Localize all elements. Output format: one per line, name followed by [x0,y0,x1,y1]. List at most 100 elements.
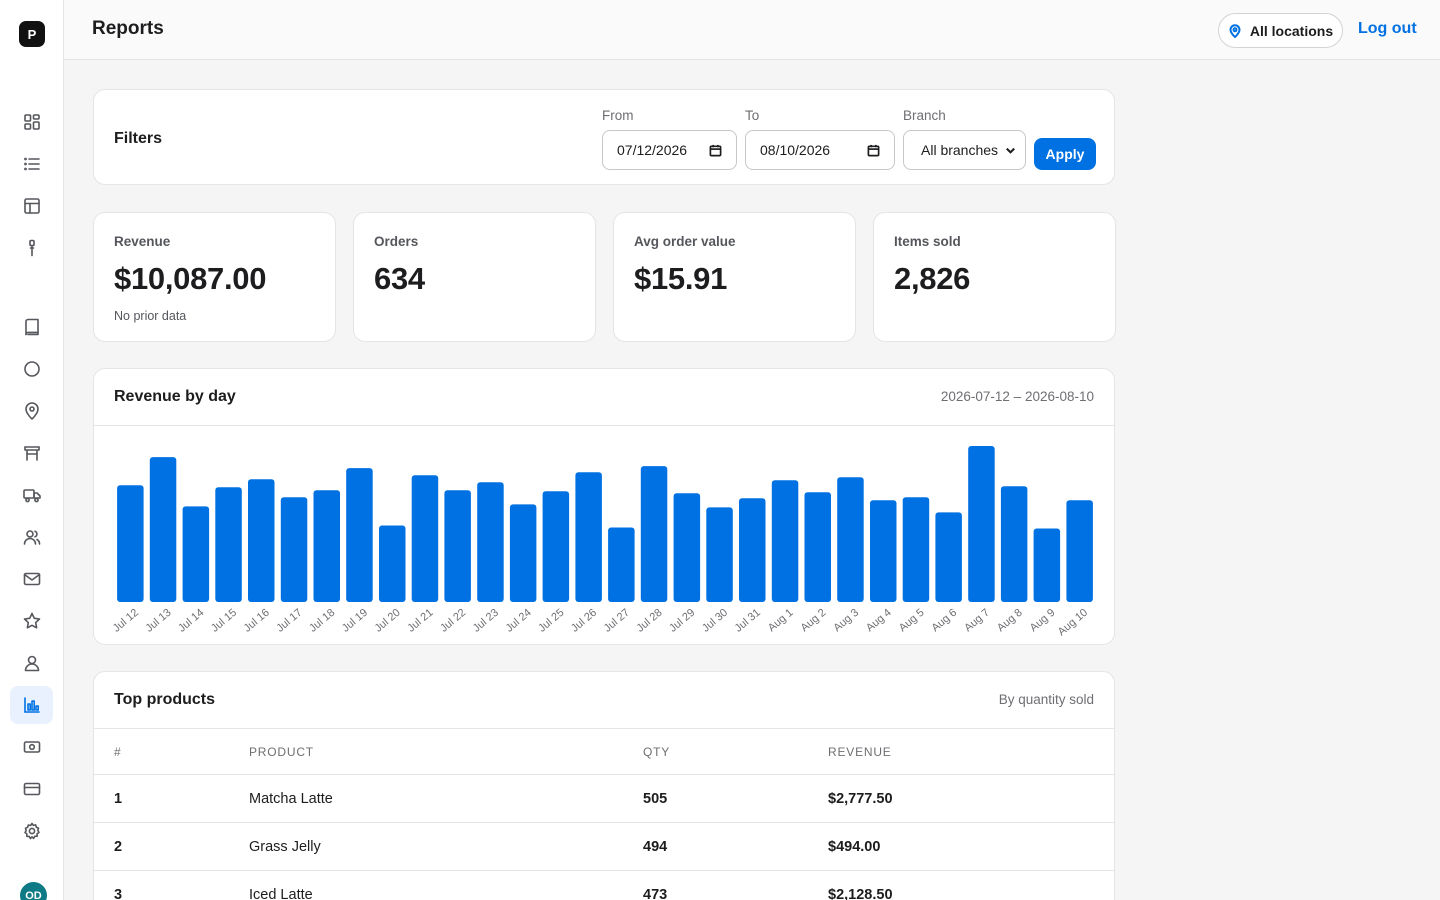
chart-bar[interactable] [280,497,308,602]
column-header-qty[interactable]: Qty [643,745,671,759]
sidebar-item-tools[interactable] [10,229,53,267]
logout-link[interactable]: Log out [1358,20,1417,37]
sidebar-item-cash[interactable] [10,728,53,766]
chart-bar[interactable] [215,487,242,602]
chart-date-range: 2026-07-12 – 2026-08-10 [940,389,1094,404]
chart-bar[interactable] [182,506,210,602]
revenue-chart-card: Revenue by day 2026-07-12 – 2026-08-10 J… [93,368,1115,645]
sidebar-item-delivery[interactable] [10,476,53,514]
chart-x-tick-label: Jul 22 [438,607,468,635]
table-row[interactable]: 1 Matcha Latte 505 $2,777.50 [94,775,1114,823]
sidebar: P OD [0,0,64,900]
sidebar-item-dashboard[interactable] [10,103,53,141]
chart-bar[interactable] [248,479,275,602]
from-date-input[interactable]: 07/12/2026 [602,130,737,170]
sidebar-item-locations[interactable] [10,392,53,430]
row-rank: 2 [114,839,123,855]
row-qty: 473 [643,887,668,900]
column-header-product[interactable]: Product [249,745,314,759]
chart-x-tick-label: Jul 29 [667,607,697,635]
chart-bar[interactable] [902,497,930,602]
user-avatar[interactable]: OD [20,882,47,900]
row-product: Matcha Latte [249,791,333,807]
column-header-rank[interactable]: # [114,745,122,759]
stat-card-revenue: Revenue $10,087.00 No prior data [93,212,336,342]
sidebar-item-layout[interactable] [10,187,53,225]
chart-bar[interactable] [313,490,341,602]
to-label: To [745,108,760,123]
chart-bar[interactable] [117,485,144,602]
location-selector-button[interactable]: All locations [1218,13,1343,48]
sidebar-item-reviews[interactable] [10,602,53,640]
chart-x-tick-label: Aug 3 [831,607,861,635]
chart-bar[interactable] [706,507,733,602]
chart-x-tick-label: Jul 27 [602,607,632,635]
chart-bar[interactable] [346,468,373,602]
chart-bar[interactable] [477,482,504,602]
chart-bar[interactable] [149,457,177,602]
chart-bar[interactable] [1066,500,1093,602]
sidebar-item-staff[interactable] [10,644,53,682]
chart-x-tick-label: Jul 17 [274,607,304,635]
chart-bar[interactable] [542,491,570,602]
sidebar-item-reports[interactable] [10,686,53,724]
chart-bar[interactable] [673,493,701,602]
chart-bar[interactable] [1033,528,1061,603]
chart-x-tick-label: Jul 14 [176,607,206,635]
chart-bar[interactable] [640,466,668,602]
chart-bar[interactable] [771,480,799,602]
chart-x-tick-label: Jul 13 [143,607,173,635]
chart-x-tick-label: Jul 20 [373,607,403,635]
chart-bar[interactable] [968,446,995,602]
from-label: From [602,108,634,123]
chart-x-tick-label: Aug 9 [1028,607,1058,635]
table-row[interactable]: 2 Grass Jelly 494 $494.00 [94,823,1114,871]
sidebar-item-catalog[interactable] [10,308,53,346]
chart-x-tick-label: Jul 12 [111,607,141,635]
chart-x-tick-label: Jul 28 [634,607,664,635]
from-date-value: 07/12/2026 [617,142,688,158]
book-icon [24,318,39,336]
chart-x-tick-label: Jul 18 [307,607,337,635]
apply-button[interactable]: Apply [1034,138,1096,170]
calendar-icon[interactable] [709,144,722,157]
sidebar-item-settings[interactable] [10,812,53,850]
chart-bar[interactable] [935,512,962,602]
stat-label: Orders [374,234,419,249]
chart-bar[interactable] [804,492,832,602]
chart-bar[interactable] [509,504,537,602]
stat-value: 2,826 [894,261,971,296]
stat-label: Revenue [114,234,171,249]
revenue-bar-chart: Jul 12 Jul 13 Jul 14 Jul 15 Jul 16 Jul 17 Jul … [111,446,1093,638]
sidebar-item-status[interactable] [10,350,53,388]
branch-label: Branch [903,108,946,123]
chart-bar[interactable] [739,498,766,602]
chart-x-tick-label: Jul 15 [209,607,239,635]
sidebar-item-orders[interactable] [10,145,53,183]
to-date-input[interactable]: 08/10/2026 [745,130,895,170]
chart-bar[interactable] [870,500,897,602]
chart-x-tick-label: Jul 25 [536,607,566,635]
chart-bar[interactable] [608,527,635,603]
chart-bar[interactable] [575,472,602,602]
chart-x-tick-label: Jul 23 [471,607,501,635]
chart-bar[interactable] [379,525,406,603]
column-header-revenue[interactable]: Revenue [828,745,892,759]
sidebar-item-payments[interactable] [10,770,53,808]
chart-x-tick-label: Jul 16 [242,607,272,635]
chart-bar[interactable] [411,475,439,602]
calendar-icon[interactable] [867,144,880,157]
person-icon [24,655,39,672]
chart-bar[interactable] [837,477,864,602]
products-subtitle: By quantity sold [998,692,1094,707]
sidebar-item-customers[interactable] [10,518,53,556]
chart-bar[interactable] [1000,486,1028,602]
branch-select[interactable]: All branches [903,130,1026,170]
table-row[interactable]: 3 Iced Latte 473 $2,128.50 [94,871,1114,900]
sidebar-item-stores[interactable] [10,434,53,472]
stat-value: $10,087.00 [114,261,267,296]
chart-bar[interactable] [444,490,471,602]
app-logo[interactable]: P [19,21,45,47]
sidebar-item-messages[interactable] [10,560,53,598]
location-pin-icon [1229,23,1241,38]
